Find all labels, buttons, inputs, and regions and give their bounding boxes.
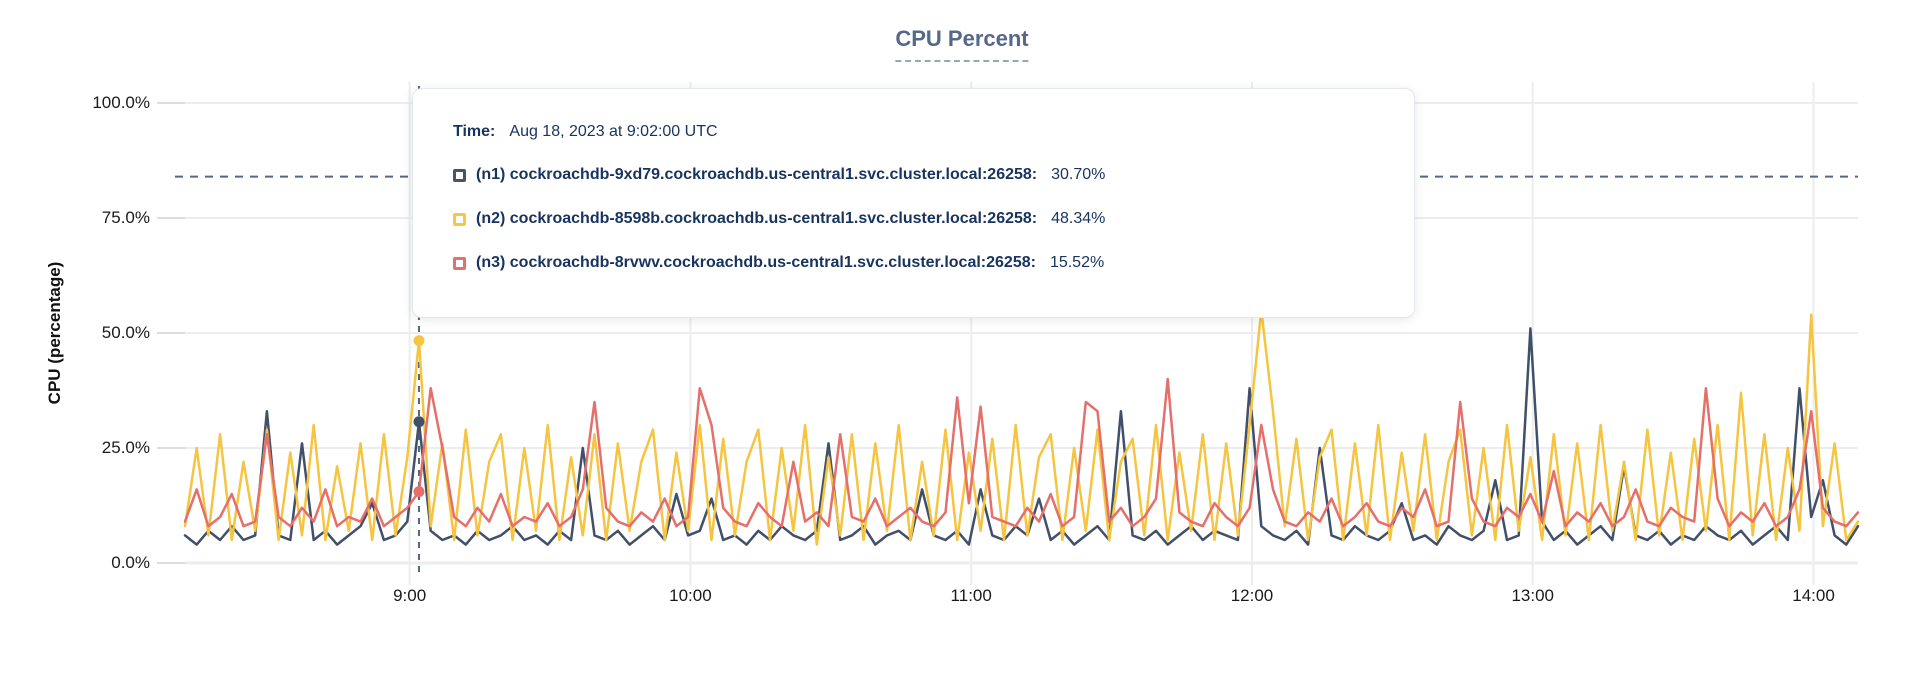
- x-tick-label: 10:00: [669, 586, 712, 605]
- x-tick-label: 13:00: [1511, 586, 1555, 605]
- highlight-dots: [413, 335, 425, 498]
- tooltip-series-row-n1: (n1) cockroachdb-9xd79.cockroachdb.us-ce…: [453, 166, 1414, 184]
- tooltip-series-n2-value: 48.34%: [1051, 210, 1106, 227]
- highlight-dot-n1: [413, 416, 425, 428]
- tooltip-time-label: Time:: [453, 123, 496, 140]
- tooltip-series-row-n3: (n3) cockroachdb-8rvwv.cockroachdb.us-ce…: [453, 254, 1414, 272]
- tooltip-time-value: Aug 18, 2023 at 9:02:00 UTC: [509, 123, 718, 140]
- series-line-n3: [183, 377, 1860, 528]
- series-line-n1: [183, 327, 1860, 546]
- series-n3-legend-swatch-icon: [453, 256, 466, 270]
- tooltip-series-n1-value: 30.70%: [1051, 166, 1106, 183]
- tooltip-series-n2-label: (n2) cockroachdb-8598b.cockroachdb.us-ce…: [476, 210, 1038, 227]
- tooltip-series-n3-value: 15.52%: [1049, 254, 1105, 271]
- y-tick-label: 25.0%: [101, 438, 150, 457]
- highlight-dot-n3: [413, 486, 425, 498]
- tooltip-series-n3-label: (n3) cockroachdb-8rvwv.cockroachdb.us-ce…: [476, 254, 1036, 271]
- series-n2-legend-swatch-icon: [453, 212, 466, 226]
- tooltip-series-n1-label: (n1) cockroachdb-9xd79.cockroachdb.us-ce…: [476, 166, 1038, 183]
- tooltip-series-row-n2: (n2) cockroachdb-8598b.cockroachdb.us-ce…: [453, 210, 1414, 228]
- series-line-n2: [183, 308, 1860, 546]
- y-tick-label: 100.0%: [92, 93, 150, 112]
- x-tick-label: 12:00: [1230, 586, 1274, 605]
- y-tick-label: 0.0%: [111, 553, 150, 572]
- hover-tooltip: Time: Aug 18, 2023 at 9:02:00 UTC (n1) co…: [412, 88, 1415, 318]
- y-tick-label: 50.0%: [101, 323, 150, 342]
- y-tick-label: 75.0%: [101, 208, 150, 227]
- x-tick-label: 14:00: [1792, 586, 1835, 605]
- chart-title: CPU Percent: [895, 26, 1029, 62]
- tooltip-time-row: Time: Aug 18, 2023 at 9:02:00 UTC: [453, 123, 1414, 141]
- highlight-dot-n2: [413, 335, 425, 347]
- x-tick-label: 9:00: [393, 586, 427, 605]
- x-tick-label: 11:00: [950, 586, 992, 605]
- series-lines: [183, 308, 1860, 546]
- series-n1-legend-swatch-icon: [453, 168, 466, 182]
